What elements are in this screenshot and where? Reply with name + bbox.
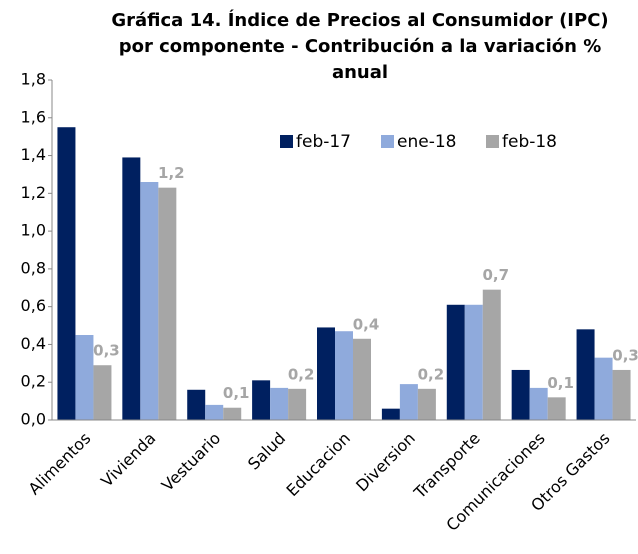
x-tick-label: Vivienda	[97, 429, 159, 491]
x-tick-label: Salud	[244, 429, 289, 474]
bar	[576, 329, 595, 420]
x-tick-label: Alimentos	[25, 429, 95, 499]
bar	[288, 388, 307, 420]
y-tick-label: 1,2	[21, 183, 46, 202]
value-label: 1,2	[158, 164, 185, 182]
y-tick-label: 1,8	[21, 70, 46, 89]
bar	[93, 365, 112, 420]
bar	[482, 289, 501, 420]
y-tick-label: 1,0	[21, 221, 46, 240]
legend-swatch	[486, 135, 499, 148]
y-tick-label: 1,4	[21, 145, 46, 164]
legend-swatch	[280, 135, 293, 148]
value-label: 0,2	[418, 365, 445, 383]
x-tick-label: Diversion	[352, 429, 419, 496]
bar	[335, 331, 353, 420]
bar	[140, 182, 159, 420]
value-label: 0,1	[547, 374, 574, 392]
value-label: 0,1	[223, 384, 250, 402]
y-tick-label: 1,6	[21, 107, 46, 126]
bar	[381, 408, 400, 420]
y-tick-label: 0,6	[21, 296, 46, 315]
value-label: 0,2	[288, 365, 315, 383]
bar	[594, 357, 613, 420]
bar	[399, 384, 418, 420]
value-label: 0,3	[612, 346, 638, 364]
y-tick-label: 0,2	[21, 372, 46, 391]
value-label: 0,4	[353, 315, 380, 333]
legend-label: ene-18	[397, 132, 456, 152]
bar	[270, 387, 289, 420]
y-tick-label: 0,4	[21, 334, 46, 353]
bar	[446, 304, 465, 420]
value-label: 0,7	[482, 266, 509, 284]
bar	[417, 388, 436, 420]
bar	[122, 157, 141, 420]
bar	[205, 404, 224, 420]
value-label: 0,3	[93, 342, 120, 360]
bar	[612, 369, 631, 420]
y-tick-label: 0,0	[21, 410, 46, 429]
bar	[353, 338, 371, 420]
bar	[511, 369, 530, 420]
bar	[158, 187, 177, 420]
bar	[223, 407, 242, 420]
legend-swatch	[381, 135, 394, 148]
x-tick-label: Vestuario	[158, 429, 224, 495]
bar	[57, 127, 76, 420]
legend-label: feb-18	[502, 132, 557, 152]
bar	[317, 327, 335, 420]
bar	[529, 387, 548, 420]
bar	[187, 389, 206, 420]
y-tick-label: 0,8	[21, 258, 46, 277]
bar	[252, 380, 271, 420]
bar	[75, 335, 94, 420]
bar	[547, 397, 566, 420]
legend-label: feb-17	[296, 132, 351, 152]
chart-title: Gráfica 14. Índice de Precios al Consumi…	[111, 10, 609, 83]
x-tick-label: Educacion	[282, 429, 354, 501]
bar	[464, 304, 483, 420]
